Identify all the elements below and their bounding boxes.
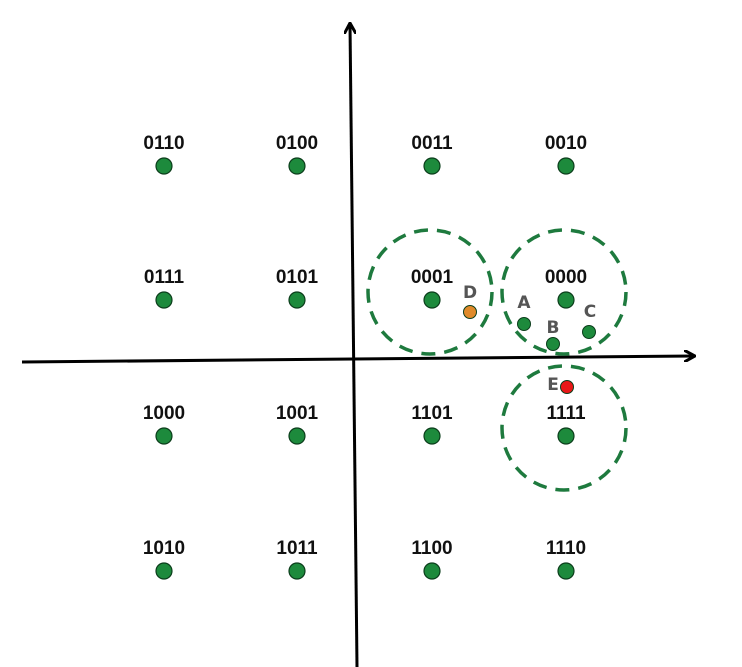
symbol-point-1110 [557,562,575,580]
received-label-E: E [547,375,559,395]
symbol-point-0100 [288,157,306,175]
received-point-B [546,337,560,351]
received-point-A [517,317,531,331]
symbol-point-1000 [155,427,173,445]
received-label-B: B [547,318,560,338]
symbol-label-0001: 0001 [411,267,454,288]
symbol-label-1010: 1010 [143,538,185,559]
symbol-point-0101 [288,291,306,309]
symbol-label-0100: 0100 [276,133,318,154]
received-point-C [582,325,596,339]
symbol-label-0010: 0010 [545,133,587,154]
symbol-label-1110: 1110 [546,538,586,559]
symbol-label-0110: 0110 [143,133,184,154]
symbol-point-1010 [155,562,173,580]
symbol-label-1001: 1001 [276,403,319,424]
decision-circle-1111 [500,364,628,492]
symbol-point-1001 [288,427,306,445]
symbol-point-0011 [423,157,441,175]
symbol-point-0010 [557,157,575,175]
symbol-label-0000: 0000 [545,267,587,288]
decision-circles [366,228,628,492]
symbol-point-0000 [557,291,575,309]
decision-circle-0000 [500,228,628,356]
symbol-point-1111 [557,427,575,445]
constellation-points: 0110 0100 0011 0010 0111 0101 0001 0000 1000 1001… [143,133,587,580]
symbol-point-1100 [423,562,441,580]
symbol-point-0111 [155,291,173,309]
symbol-label-0011: 0011 [411,133,453,154]
symbol-label-1100: 1100 [411,538,452,559]
symbol-label-1011: 1011 [276,538,318,559]
y-axis [350,24,359,667]
symbol-point-1011 [288,562,306,580]
received-label-D: D [463,283,477,303]
decision-circle-0001 [366,228,494,356]
received-point-D [463,305,477,319]
symbol-label-1101: 1101 [411,403,453,424]
symbol-label-1111: 1111 [546,403,586,424]
symbol-point-1101 [423,427,441,445]
symbol-label-0111: 0111 [144,267,185,288]
received-label-C: C [584,302,596,322]
symbol-label-0101: 0101 [276,267,319,288]
received-point-E [560,380,574,394]
received-label-A: A [517,293,531,313]
symbol-point-0001 [423,291,441,309]
received-points: AB C D E [463,283,596,395]
x-axis [21,356,694,364]
symbol-label-1000: 1000 [143,403,185,424]
symbol-point-0110 [155,157,173,175]
